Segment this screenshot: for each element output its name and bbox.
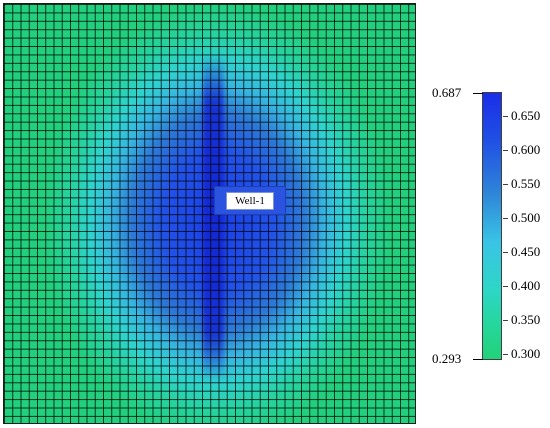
color-scale-bar xyxy=(482,92,502,360)
max-value-marker xyxy=(473,93,483,94)
colorbar-tick xyxy=(503,320,508,321)
colorbar-tick-label: 0.350 xyxy=(511,312,541,327)
colorbar-tick-label: 0.500 xyxy=(511,210,541,225)
min-value-marker xyxy=(473,359,483,360)
colorbar-tick xyxy=(503,218,508,219)
well-label: Well-1 xyxy=(226,191,274,210)
well-marker[interactable]: Well-1 xyxy=(214,186,286,215)
cell-grid xyxy=(4,4,415,423)
saturation-map: Well-1 xyxy=(3,3,416,424)
colorbar-tick-label: 0.300 xyxy=(511,346,541,361)
colorbar-tick xyxy=(503,184,508,185)
min-value-label: 0.293 xyxy=(432,351,462,366)
colorbar-tick xyxy=(503,252,508,253)
colorbar-tick-label: 0.550 xyxy=(511,176,541,191)
colorbar-tick-label: 0.650 xyxy=(511,108,541,123)
colorbar-tick-label: 0.400 xyxy=(511,278,541,293)
colorbar-tick-label: 0.450 xyxy=(511,244,541,259)
colorbar-tick-label: 0.600 xyxy=(511,142,541,157)
colorbar-tick xyxy=(503,116,508,117)
colorbar-tick xyxy=(503,150,508,151)
colorbar-tick xyxy=(503,286,508,287)
max-value-label: 0.687 xyxy=(432,85,462,100)
colorbar-tick xyxy=(503,354,508,355)
